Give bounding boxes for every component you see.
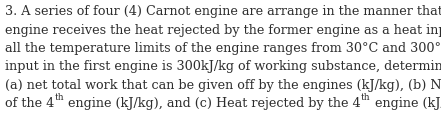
Text: 3. A series of four (4) Carnot engine are arrange in the manner that the proceed: 3. A series of four (4) Carnot engine ar…: [5, 5, 441, 18]
Text: th: th: [361, 93, 370, 102]
Text: of the 4: of the 4: [5, 97, 55, 110]
Text: engine (kJ/kg), and (c) Heat rejected by the 4: engine (kJ/kg), and (c) Heat rejected by…: [64, 97, 361, 110]
Text: (a) net total work that can be given off by the engines (kJ/kg), (b) Net work ou: (a) net total work that can be given off…: [5, 79, 441, 92]
Text: engine (kJ/kg): engine (kJ/kg): [370, 97, 441, 110]
Text: input in the first engine is 300kJ/kg of working substance, determine the follow: input in the first engine is 300kJ/kg of…: [5, 60, 441, 73]
Text: th: th: [55, 93, 64, 102]
Text: engine receives the heat rejected by the former engine as a heat input in the cy: engine receives the heat rejected by the…: [5, 24, 441, 37]
Text: all the temperature limits of the engine ranges from 30°C and 300°C and the heat: all the temperature limits of the engine…: [5, 42, 441, 55]
